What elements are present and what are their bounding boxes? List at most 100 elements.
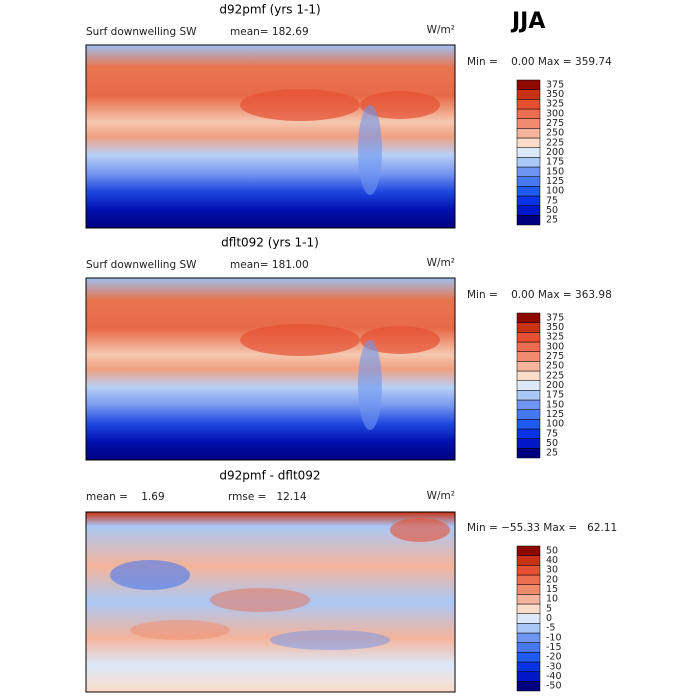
colorbar-label: 375 [546, 312, 564, 323]
panel-title: d92pmf - dflt092 [219, 469, 320, 483]
colorbar-swatch [516, 613, 541, 624]
colorbar-swatch [516, 603, 541, 614]
colorbar-swatch [516, 574, 541, 585]
units-label: W/m² [427, 257, 455, 269]
colorbar-swatch [516, 380, 541, 391]
colorbar-label: 15 [546, 584, 558, 595]
colorbar-swatch [516, 652, 541, 663]
map-3 [85, 511, 456, 693]
colorbar-label: 75 [546, 195, 558, 206]
colorbar-swatch [516, 399, 541, 410]
colorbar-label: 300 [546, 341, 564, 352]
colorbar-label: 150 [546, 399, 564, 410]
colorbar-swatch [516, 108, 541, 119]
colorbar-swatch [516, 79, 541, 90]
colorbar-label: 375 [546, 79, 564, 90]
colorbar-swatch [516, 661, 541, 672]
colorbar-swatch [516, 448, 541, 459]
colorbar-swatch [516, 390, 541, 401]
colorbar-swatch [516, 545, 541, 556]
colorbar-label: 0 [546, 613, 552, 624]
colorbar-label: 325 [546, 99, 564, 110]
colorbar-label: -15 [546, 642, 562, 653]
colorbar-label: 225 [546, 137, 564, 148]
colorbar-label: 175 [546, 157, 564, 168]
colorbar-swatch [516, 623, 541, 634]
colorbar-label: 275 [546, 118, 564, 129]
colorbar-swatch [516, 99, 541, 110]
map-1 [85, 44, 456, 229]
colorbar-swatch [516, 341, 541, 352]
colorbar-label: 20 [546, 574, 558, 585]
colorbar-label: 325 [546, 332, 564, 343]
colorbar-label: -5 [546, 623, 555, 634]
panel-title: dflt092 (yrs 1-1) [221, 236, 319, 250]
colorbar-swatch [516, 176, 541, 187]
colorbar-swatch [516, 351, 541, 362]
range-label: Min = 0.00 Max = 363.98 [467, 289, 612, 301]
colorbar-swatch [516, 584, 541, 595]
colorbar-swatch [516, 186, 541, 197]
colorbar-swatch [516, 312, 541, 323]
range-label: Min = −55.33 Max = 62.11 [467, 522, 617, 534]
colorbar-swatch [516, 89, 541, 100]
colorbar-label: 50 [546, 438, 558, 449]
colorbar-label: 25 [546, 215, 558, 226]
colorbar-swatch [516, 428, 541, 439]
map-2 [85, 277, 456, 461]
variable-label: Surf downwelling SW [86, 259, 197, 271]
colorbar-swatch [516, 322, 541, 333]
colorbar-label: -30 [546, 661, 562, 672]
colorbar-label: 125 [546, 176, 564, 187]
mean-label: mean = 1.69 [86, 491, 165, 503]
mean-label: mean= 181.00 [230, 259, 309, 271]
units-label: W/m² [427, 24, 455, 36]
colorbar-swatch [516, 147, 541, 158]
colorbar-swatch [516, 438, 541, 449]
colorbar-swatch [516, 157, 541, 168]
colorbar-label: 25 [546, 448, 558, 459]
colorbar-label: 50 [546, 545, 558, 556]
colorbar-label: 10 [546, 594, 558, 605]
colorbar-label: 275 [546, 351, 564, 362]
colorbar-label: 40 [546, 555, 558, 566]
colorbar-label: 5 [546, 603, 552, 614]
colorbar-label: 30 [546, 565, 558, 576]
colorbar-label: 150 [546, 166, 564, 177]
colorbar-swatch [516, 118, 541, 129]
colorbar-swatch [516, 195, 541, 206]
variable-label: Surf downwelling SW [86, 26, 197, 38]
range-label: Min = 0.00 Max = 359.74 [467, 56, 612, 68]
colorbar-label: 300 [546, 108, 564, 119]
colorbar-label: 200 [546, 147, 564, 158]
colorbar-swatch [516, 370, 541, 381]
colorbar-swatch [516, 671, 541, 682]
colorbar-swatch [516, 565, 541, 576]
colorbar-label: 200 [546, 380, 564, 391]
colorbar-label: 50 [546, 205, 558, 216]
colorbar-label: 125 [546, 409, 564, 420]
colorbar-swatch [516, 205, 541, 216]
colorbar-swatch [516, 681, 541, 692]
colorbar-swatch [516, 632, 541, 643]
colorbar-label: -40 [546, 671, 562, 682]
panel-title: d92pmf (yrs 1-1) [219, 3, 320, 17]
colorbar-swatch [516, 419, 541, 430]
colorbar-swatch [516, 642, 541, 653]
colorbar-swatch [516, 166, 541, 177]
colorbar-label: 175 [546, 390, 564, 401]
colorbar-label: 350 [546, 322, 564, 333]
colorbar-swatch [516, 332, 541, 343]
colorbar-swatch [516, 215, 541, 226]
colorbar-swatch [516, 128, 541, 139]
colorbar-label: 250 [546, 128, 564, 139]
colorbar-swatch [516, 361, 541, 372]
colorbar-swatch [516, 409, 541, 420]
mean-label: mean= 182.69 [230, 26, 309, 38]
colorbar-label: -50 [546, 681, 562, 692]
colorbar-label: 75 [546, 428, 558, 439]
colorbar-swatch [516, 137, 541, 148]
colorbar-label: 100 [546, 186, 564, 197]
